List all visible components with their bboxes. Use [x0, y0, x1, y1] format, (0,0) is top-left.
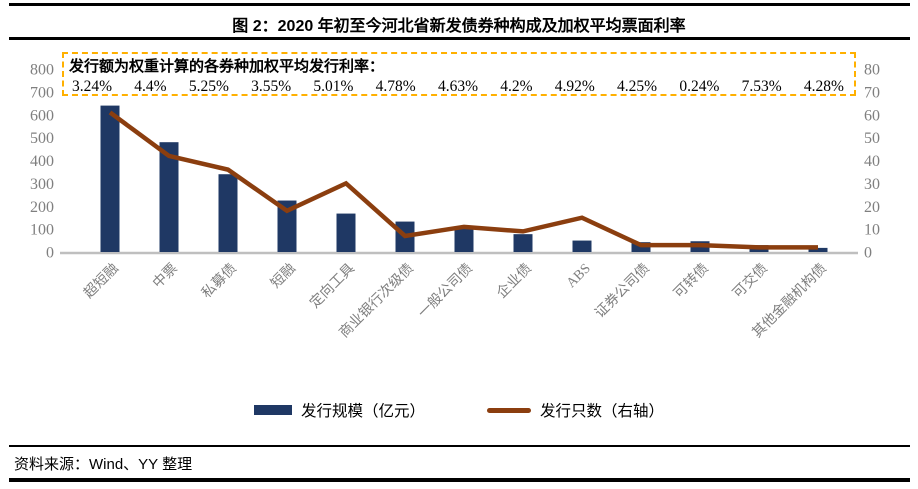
figure-title: 图 2：2020 年初至今河北省新发债券种构成及加权平均票面利率	[232, 18, 686, 35]
category-label: 私募债	[199, 261, 240, 302]
bar	[572, 240, 592, 252]
bar	[513, 234, 533, 252]
left-axis-tick-label: 0	[46, 245, 54, 262]
category-label: 一般公司债	[415, 261, 476, 322]
rate-value: 3.55%	[251, 78, 292, 95]
bar	[277, 200, 297, 252]
source-divider-rule	[9, 445, 910, 447]
rate-annotation-title: 发行额为权重计算的各券种加权平均发行利率：	[69, 59, 385, 75]
category-label: 中票	[150, 261, 181, 292]
rate-value: 4.28%	[803, 78, 844, 95]
left-axis-tick-label: 500	[30, 130, 54, 147]
rate-value: 7.53%	[741, 78, 782, 95]
title-divider-rule	[9, 37, 910, 40]
category-label: 证券公司债	[592, 261, 653, 322]
rate-value: 3.24%	[72, 78, 113, 95]
left-axis-tick-label: 100	[30, 222, 54, 239]
rate-annotation-box: 发行额为权重计算的各券种加权平均发行利率： 3.24% 4.4% 5.25% 3.55…	[62, 52, 856, 96]
line-swatch-icon	[487, 407, 531, 413]
left-axis-tick-label: 700	[30, 84, 54, 101]
left-axis-tick-label: 600	[30, 107, 54, 124]
bottom-rule	[9, 478, 910, 482]
bar-swatch-icon	[253, 405, 292, 415]
bar	[336, 213, 356, 252]
category-label: 可交债	[729, 260, 771, 302]
bar	[100, 105, 120, 252]
rate-value: 5.01%	[313, 78, 354, 95]
right-axis-tick-label: 60	[864, 107, 880, 124]
rate-values-row: 3.24% 4.4% 5.25% 3.55% 5.01% 4.78% 4.63% 4.2% 4.…	[64, 76, 854, 96]
legend-item-bar: 发行规模（亿元）	[253, 399, 425, 421]
right-axis-ticks: 0 10 20 30 40 50 60 70 80	[864, 62, 880, 262]
right-axis-tick-label: 20	[864, 199, 880, 216]
bar	[454, 227, 474, 252]
rate-value: 0.24%	[679, 78, 720, 95]
rate-value: 4.78%	[375, 78, 416, 95]
source-note: 资料来源：Wind、YY 整理	[14, 456, 193, 473]
right-axis-tick-label: 70	[864, 84, 880, 101]
category-label: 企业债	[493, 260, 535, 302]
top-rule	[9, 3, 910, 6]
left-axis-tick-label: 800	[30, 62, 54, 79]
category-label: 短融	[268, 261, 299, 292]
legend-label: 发行规模（亿元）	[300, 403, 425, 420]
rate-value: 4.2%	[500, 78, 533, 95]
category-label: 超短融	[81, 261, 122, 302]
right-axis-tick-label: 50	[864, 130, 880, 147]
left-axis-ticks: 0 100 200 300 400 500 600 700 800	[30, 62, 54, 262]
bar	[218, 174, 238, 252]
right-axis-tick-label: 10	[864, 222, 880, 239]
bar	[808, 247, 828, 252]
rate-value: 4.92%	[554, 78, 595, 95]
rate-value: 4.4%	[134, 78, 167, 95]
category-label: 可转债	[671, 261, 712, 302]
legend-label: 发行只数（右轴）	[540, 403, 665, 420]
line-series	[108, 110, 818, 250]
legend-item-line: 发行只数（右轴）	[487, 399, 664, 421]
left-axis-tick-label: 300	[30, 176, 54, 193]
right-axis-tick-label: 40	[864, 153, 880, 170]
category-label: 定向工具	[307, 261, 358, 312]
right-axis-tick-label: 80	[864, 62, 880, 79]
left-axis-tick-label: 400	[30, 153, 54, 170]
rate-value: 4.63%	[437, 78, 478, 95]
right-axis-tick-label: 30	[864, 176, 880, 193]
bar-series	[100, 105, 828, 252]
chart-legend: 发行规模（亿元） 发行只数（右轴）	[0, 399, 918, 421]
combo-chart: 0 100 200 300 400 500 600 700 800 0 10 20 30 40 50 60 70…	[30, 62, 880, 342]
left-axis-tick-label: 200	[30, 199, 54, 216]
rate-value: 4.25%	[617, 78, 658, 95]
category-label: ABS	[564, 261, 594, 291]
bar	[159, 142, 179, 252]
right-axis-tick-label: 0	[864, 245, 872, 262]
rate-value: 5.25%	[188, 78, 229, 95]
